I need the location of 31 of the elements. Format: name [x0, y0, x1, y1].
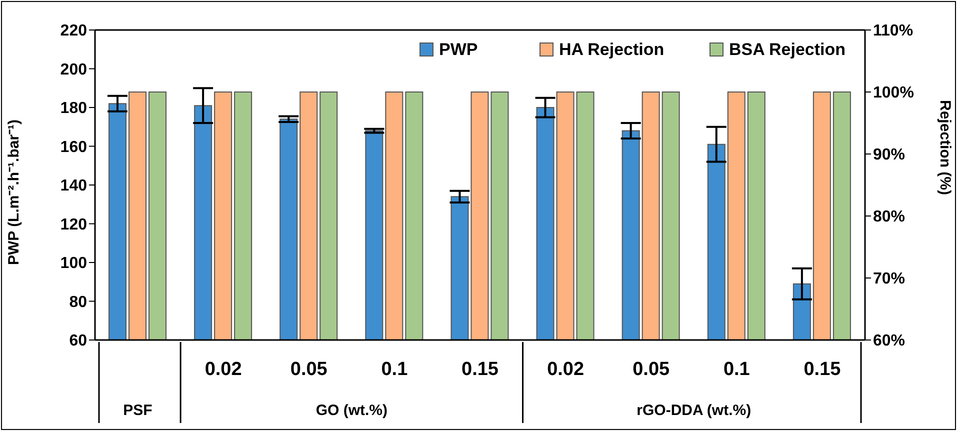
y2-axis-title: Rejection (%) [936, 100, 954, 195]
y-tick-label: 60 [69, 332, 88, 350]
y-tick-label: 80 [69, 294, 88, 311]
y-axis-title: PWP (L.m⁻².h⁻¹.bar⁻¹) [5, 119, 22, 265]
x-tick-label: 0.15 [804, 359, 842, 380]
y2-tick-label: 100% [873, 84, 914, 102]
x-tick-label: 0.1 [723, 359, 750, 380]
y-tick-label: 100 [60, 255, 88, 272]
legend-label: PWP [439, 40, 478, 59]
x-tick-label: 0.05 [632, 359, 670, 380]
y2-tick-label: 60% [873, 332, 906, 350]
legend-label: BSA Rejection [729, 40, 846, 59]
y-tick-label: 220 [60, 22, 88, 40]
x-tick-label: 0.15 [462, 359, 499, 380]
text: rGO-DDA (wt.%) [636, 402, 752, 419]
y-tick-label: 200 [60, 61, 88, 78]
y-tick-label: 140 [60, 178, 88, 195]
legend-label: HA Rejection [559, 40, 664, 59]
y2-tick-label: 110% [873, 22, 914, 40]
text: PSF [123, 402, 152, 419]
x-tick-label: 0.05 [290, 359, 328, 380]
x-tick-label: 0.02 [204, 359, 242, 380]
x-tick-label: 0.1 [381, 359, 408, 380]
y-tick-label: 120 [60, 216, 88, 234]
y-tick-label: 180 [60, 100, 88, 118]
text: GO (wt.%) [316, 402, 388, 419]
y-tick-label: 160 [60, 138, 88, 156]
y2-tick-label: 90% [873, 146, 906, 164]
x-tick-label: 0.02 [547, 359, 584, 380]
y2-tick-label: 70% [873, 270, 906, 288]
y2-tick-label: 80% [873, 208, 906, 226]
